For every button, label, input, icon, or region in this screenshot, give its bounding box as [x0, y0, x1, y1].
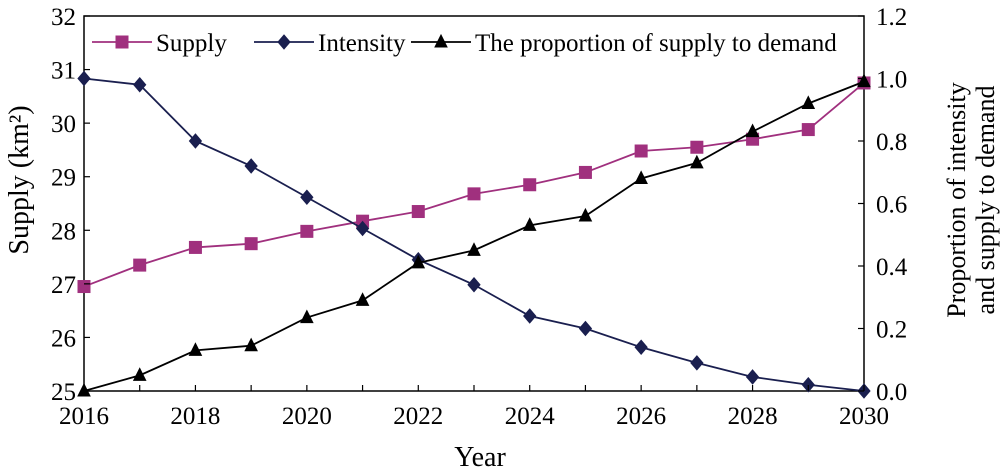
y-right-tick-label: 0.0: [876, 379, 907, 406]
y-right-tick-label: 0.8: [876, 129, 907, 156]
y-left-tick-label: 30: [51, 111, 76, 138]
data-point-2: [801, 95, 816, 109]
data-point-0: [300, 224, 314, 238]
data-point-2: [690, 154, 704, 169]
legend-label: Intensity: [318, 30, 406, 57]
data-point-1: [745, 369, 760, 385]
data-point-2: [522, 217, 537, 231]
data-point-0: [634, 144, 648, 158]
data-point-1: [300, 189, 314, 206]
y-axis-right-label-line-1: Proportion of intensity: [942, 82, 971, 317]
data-point-2: [857, 73, 871, 88]
data-point-0: [77, 280, 91, 294]
x-tick-label: 2024: [505, 403, 556, 430]
data-point-1: [355, 220, 370, 237]
data-point-1: [244, 158, 258, 174]
data-point-0: [467, 187, 481, 201]
y-left-tick-label: 32: [51, 4, 76, 31]
y-left-tick-label: 26: [51, 325, 76, 352]
data-point-2: [411, 254, 426, 269]
data-point-0: [411, 205, 425, 219]
y-left-tick-label: 25: [51, 379, 76, 406]
legend-marker: [434, 33, 448, 48]
data-point-1: [634, 339, 648, 356]
data-point-0: [523, 178, 537, 192]
data-point-2: [634, 170, 648, 184]
data-point-2: [355, 292, 370, 306]
y-right-tick-label: 1.2: [876, 4, 907, 31]
data-point-1: [523, 308, 537, 324]
y-axis-right-label-line-2: and supply to demand: [971, 86, 1000, 315]
y-axis-left-label: Supply (km²): [4, 105, 35, 254]
data-point-1: [188, 133, 203, 149]
data-point-2: [244, 337, 258, 352]
data-point-0: [690, 140, 704, 154]
series-0: [77, 76, 871, 294]
y-right-tick-label: 1.0: [876, 67, 907, 94]
x-tick-label: 2016: [59, 403, 109, 430]
data-point-0: [188, 240, 202, 254]
data-point-1: [801, 376, 815, 393]
data-point-1: [690, 355, 704, 371]
y-right-tick-label: 0.4: [876, 254, 908, 281]
y-right-tick-label: 0.6: [876, 192, 907, 219]
data-point-0: [801, 123, 815, 137]
data-point-2: [745, 123, 760, 138]
data-point-1: [133, 76, 147, 93]
x-tick-label: 2020: [282, 403, 332, 430]
data-point-2: [578, 207, 593, 222]
y-left-tick-label: 29: [51, 165, 76, 192]
data-point-1: [467, 276, 481, 293]
x-axis-label: Year: [454, 442, 506, 469]
legend-label: The proportion of supply to demand: [475, 30, 837, 57]
x-tick-label: 2028: [728, 403, 778, 430]
legend-marker: [115, 35, 129, 49]
y-right-tick-label: 0.2: [876, 317, 907, 344]
legend-label: Supply: [156, 30, 227, 57]
y-left-tick-label: 28: [51, 218, 76, 245]
series-line-2: [83, 80, 865, 392]
data-point-1: [77, 70, 91, 87]
data-point-2: [132, 367, 147, 381]
data-point-0: [133, 258, 147, 272]
plot-area: [83, 15, 865, 392]
x-tick-label: 2030: [839, 403, 889, 430]
data-point-0: [578, 165, 592, 179]
data-point-2: [300, 309, 314, 324]
data-point-0: [244, 237, 258, 251]
y-left-tick-label: 27: [51, 272, 76, 299]
legend-marker: [277, 34, 291, 50]
data-point-2: [188, 342, 203, 356]
y-left-tick-label: 31: [51, 58, 76, 85]
series-2: [77, 73, 871, 397]
legend: Supply Intensity The proportion of supply …: [92, 30, 837, 57]
x-tick-label: 2018: [170, 403, 220, 430]
x-tick-label: 2022: [393, 403, 443, 430]
data-point-2: [467, 242, 481, 256]
x-tick-label: 2026: [616, 403, 666, 430]
series-line-0: [83, 82, 865, 288]
series-line-1: [83, 77, 865, 392]
data-point-1: [578, 320, 593, 337]
series-1: [77, 70, 871, 399]
